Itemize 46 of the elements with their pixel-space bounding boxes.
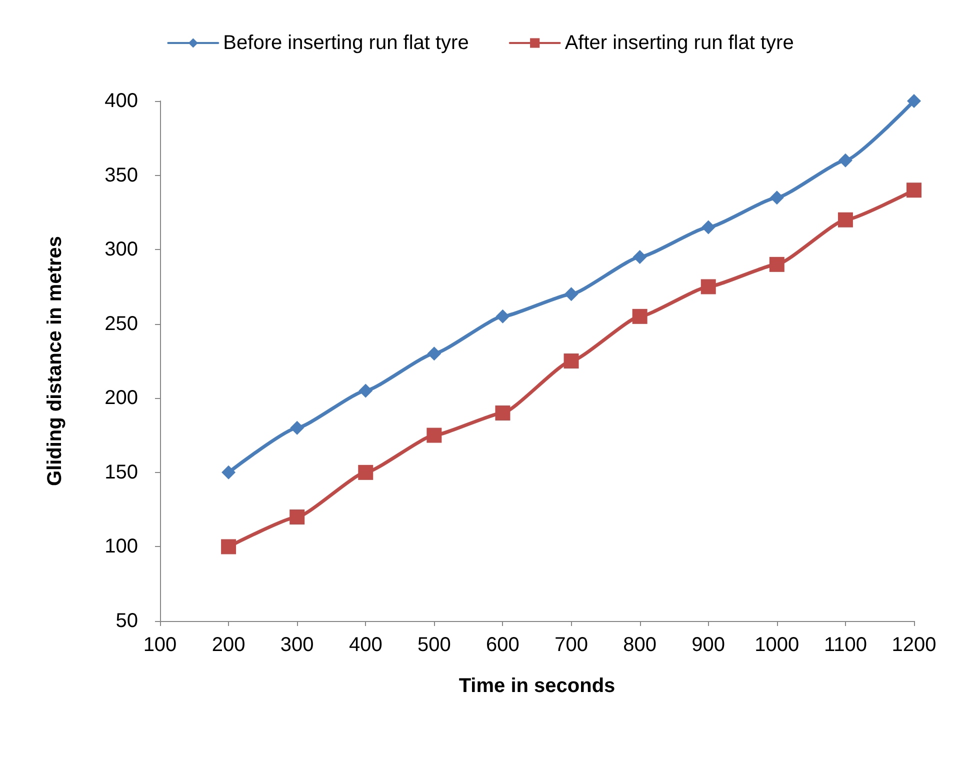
y-tick-label: 200 bbox=[104, 387, 138, 410]
legend-label: After inserting run flat tyre bbox=[564, 32, 794, 54]
point bbox=[770, 190, 784, 205]
x-tick-label: 200 bbox=[212, 634, 246, 656]
x-tick-label: 700 bbox=[554, 634, 588, 656]
x-tick-label: 800 bbox=[623, 634, 657, 656]
x-axis-title: Time in seconds bbox=[458, 675, 616, 697]
point bbox=[222, 465, 236, 480]
point bbox=[700, 279, 716, 294]
point bbox=[838, 212, 853, 228]
y-tick-label: 150 bbox=[104, 461, 138, 484]
x-tick-label: 100 bbox=[143, 634, 177, 656]
point bbox=[290, 510, 305, 524]
point bbox=[358, 464, 374, 480]
point bbox=[632, 250, 647, 264]
point bbox=[906, 182, 922, 198]
x-tick-label: 1100 bbox=[824, 634, 867, 656]
point bbox=[769, 256, 784, 272]
x-tick-label: 1000 bbox=[754, 634, 800, 656]
x-tick-label: 600 bbox=[486, 634, 520, 656]
point bbox=[358, 384, 373, 398]
y-axis-title: Gliding distance in metres bbox=[44, 236, 66, 486]
y-tick-label: 50 bbox=[116, 610, 138, 632]
point bbox=[221, 539, 236, 554]
x-tick-label: 300 bbox=[280, 634, 314, 656]
point bbox=[701, 220, 716, 234]
point bbox=[838, 153, 852, 168]
y-tick-label: 300 bbox=[104, 238, 138, 261]
point bbox=[427, 346, 442, 361]
x-tick-label: 400 bbox=[348, 634, 382, 656]
point bbox=[495, 406, 510, 420]
y-tick-label: 350 bbox=[104, 164, 138, 186]
x-tick-label: 1200 bbox=[892, 634, 936, 656]
point bbox=[907, 94, 921, 108]
point bbox=[290, 420, 304, 435]
point bbox=[564, 287, 578, 302]
point bbox=[496, 309, 510, 324]
x-tick-label: 500 bbox=[417, 634, 451, 656]
point bbox=[632, 308, 648, 324]
y-tick-label: 250 bbox=[104, 312, 138, 335]
point bbox=[426, 428, 442, 443]
y-tick-label: 100 bbox=[104, 536, 138, 558]
y-tick-label: 400 bbox=[104, 90, 138, 112]
x-tick-label: 900 bbox=[692, 634, 726, 656]
legend-label: Before inserting run flat tyre bbox=[223, 32, 469, 54]
point bbox=[564, 354, 579, 368]
